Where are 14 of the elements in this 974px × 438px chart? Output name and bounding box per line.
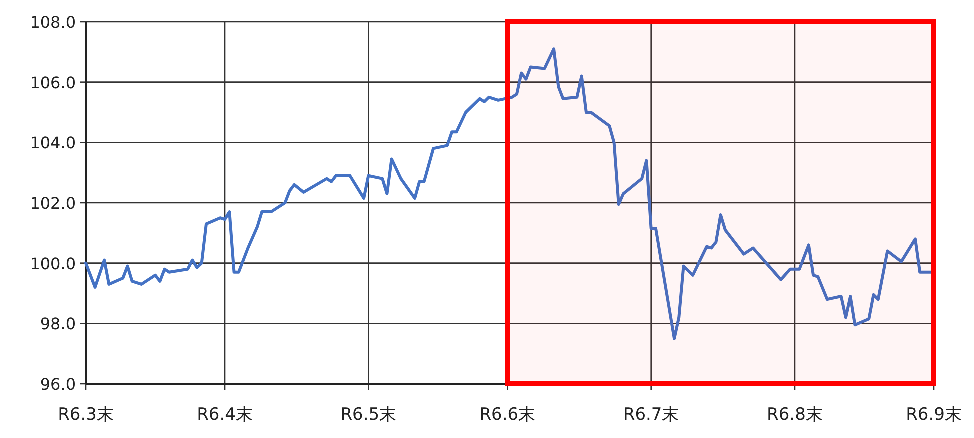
x-tick-label: R6.9末 (906, 405, 962, 425)
x-tick-label: R6.5末 (340, 405, 397, 425)
y-tick-label: 102.0 (30, 194, 76, 213)
x-tick-label: R6.7末 (623, 405, 680, 425)
y-tick-label: 100.0 (30, 254, 76, 274)
y-tick-label: 96.0 (40, 375, 76, 394)
y-tick-label: 98.0 (40, 314, 76, 334)
y-tick-label: 108.0 (30, 13, 76, 32)
y-tick-label: 104.0 (30, 134, 76, 153)
x-tick-label: R6.8末 (767, 405, 823, 425)
y-tick-label: 106.0 (30, 73, 76, 92)
x-tick-label: R6.3末 (58, 405, 114, 425)
x-tick-label: R6.6末 (480, 405, 536, 425)
x-tick-label: R6.4末 (197, 405, 253, 425)
